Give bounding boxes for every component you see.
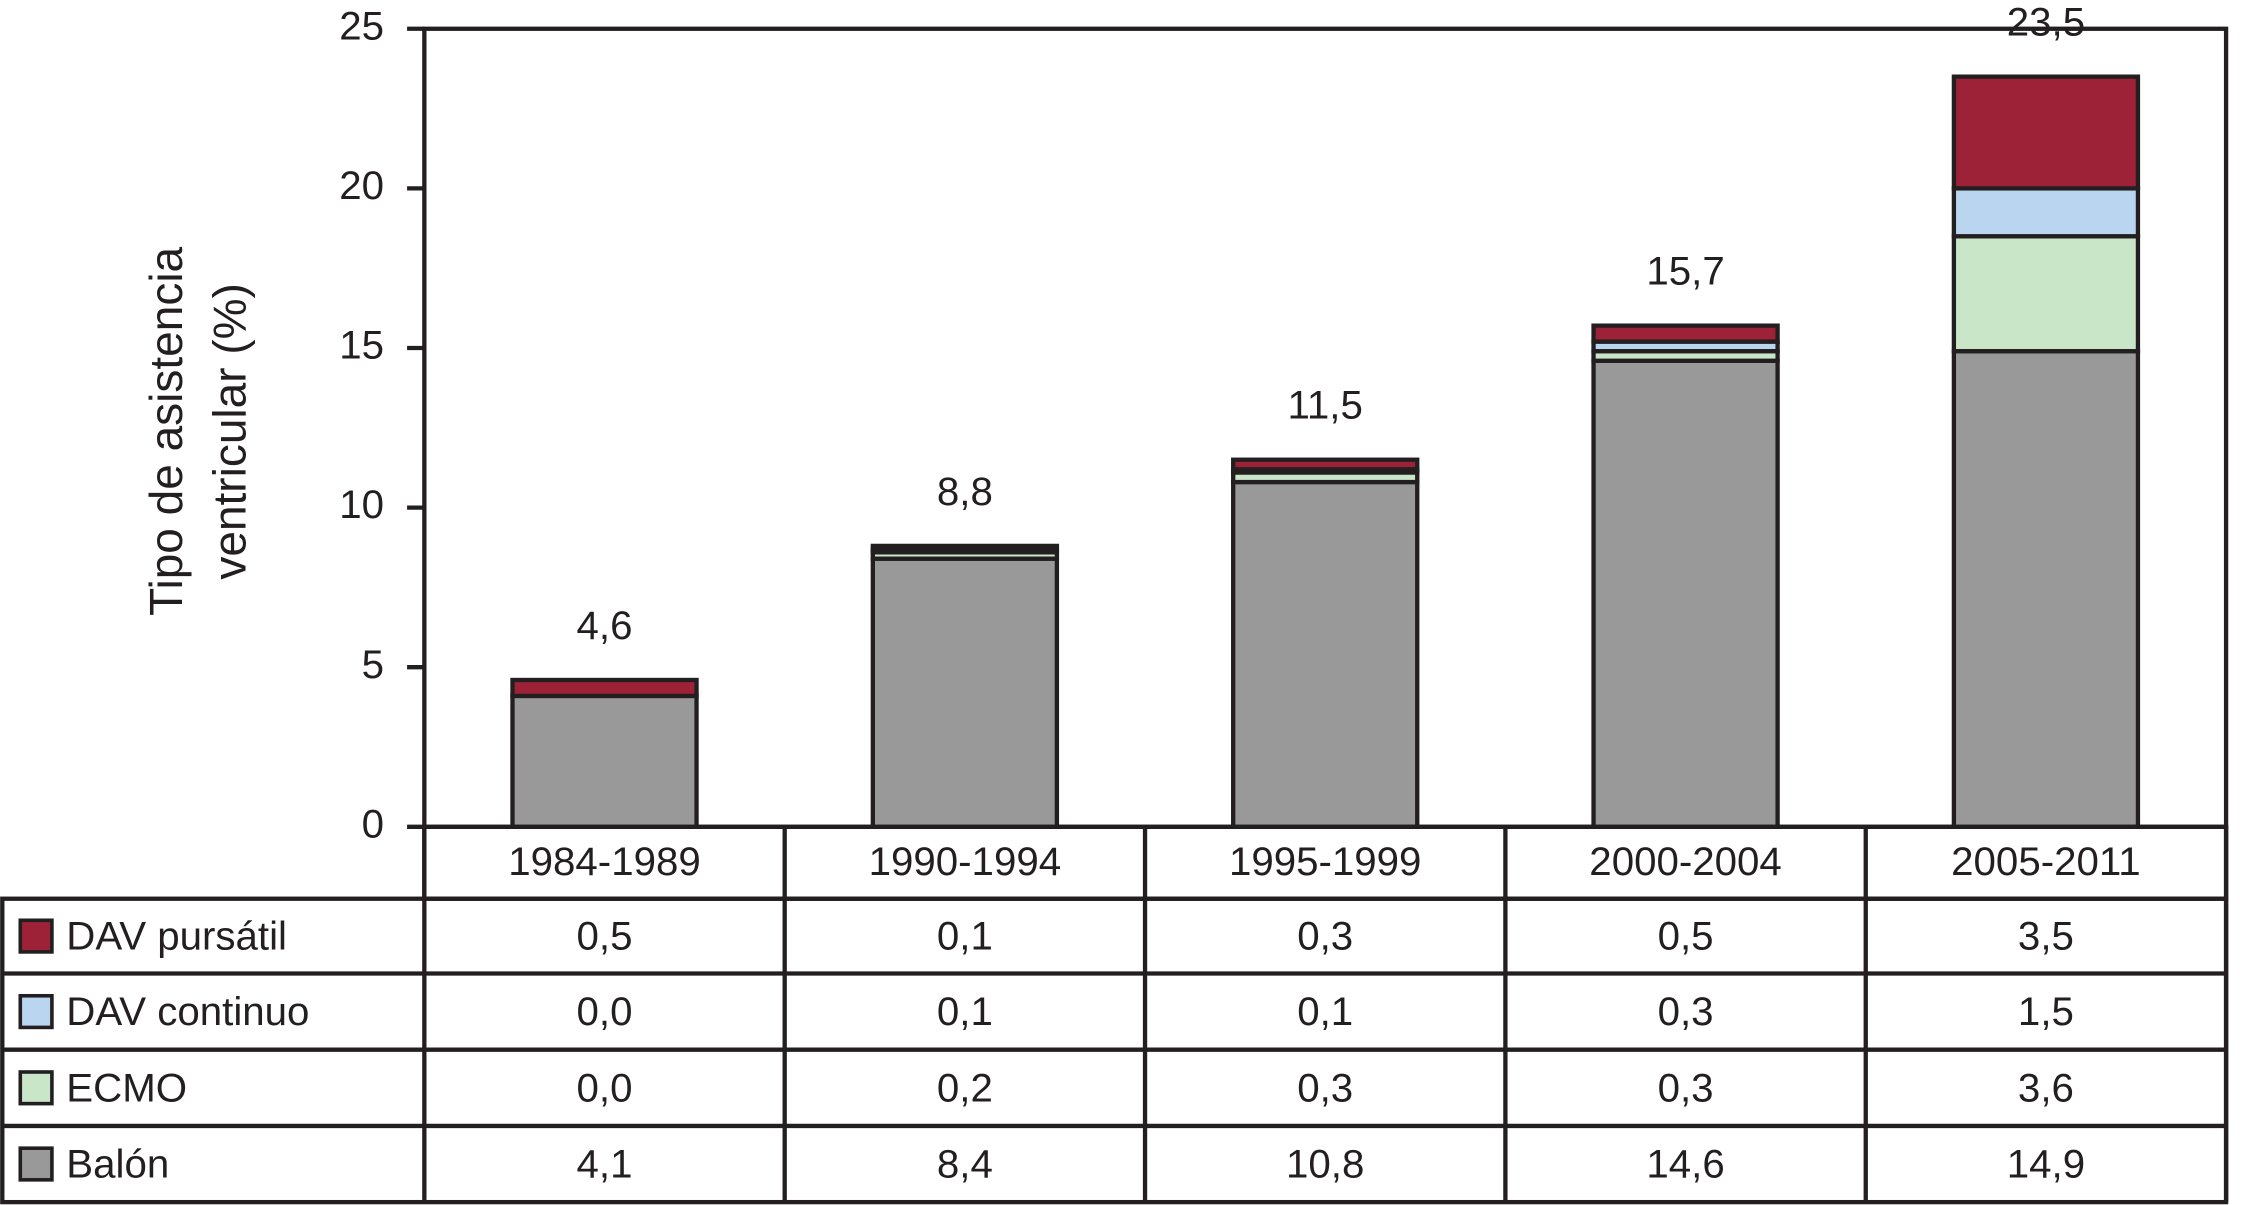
y-tick-label: 0 bbox=[362, 801, 384, 846]
table-value: 14,6 bbox=[1646, 1142, 1724, 1187]
table-value: 10,8 bbox=[1286, 1142, 1364, 1187]
table-value: 8,4 bbox=[937, 1142, 993, 1187]
table-value: 3,5 bbox=[2018, 914, 2074, 959]
bar-segment bbox=[1951, 74, 2141, 191]
bar-segment bbox=[870, 556, 1060, 829]
legend-swatch bbox=[18, 918, 54, 954]
bar-segment bbox=[1591, 323, 1780, 344]
x-tick-label: 2000-2004 bbox=[1589, 839, 1782, 884]
bar-segment bbox=[1951, 349, 2141, 829]
x-tick-label: 1990-1994 bbox=[869, 839, 1061, 884]
table-value: 0,3 bbox=[1658, 989, 1714, 1034]
table-value: 0,1 bbox=[937, 914, 993, 959]
bar-segment bbox=[870, 543, 1060, 552]
table-value: 0,5 bbox=[577, 914, 633, 959]
table-value: 0,2 bbox=[937, 1065, 993, 1110]
table-value: 0,5 bbox=[1658, 914, 1714, 959]
bar-segment bbox=[1951, 186, 2141, 239]
table-value: 0,3 bbox=[1297, 1065, 1353, 1110]
y-tick-label: 10 bbox=[339, 482, 384, 527]
table-value: 0,0 bbox=[577, 989, 633, 1034]
y-axis-label: Tipo de asistencia bbox=[140, 246, 192, 615]
legend-swatch bbox=[18, 1146, 54, 1182]
y-tick-label: 25 bbox=[339, 3, 384, 48]
legend-label: ECMO bbox=[66, 1065, 187, 1110]
x-tick-label: 1984-1989 bbox=[508, 839, 701, 884]
table-value: 0,3 bbox=[1297, 914, 1353, 959]
bar-segment bbox=[1951, 234, 2141, 354]
bar-segment bbox=[510, 693, 699, 829]
y-tick-label: 5 bbox=[362, 642, 384, 687]
table-value: 14,9 bbox=[2007, 1142, 2085, 1187]
y-tick-label: 15 bbox=[339, 323, 384, 368]
table-value: 0,0 bbox=[577, 1065, 633, 1110]
legend-label: Balón bbox=[66, 1142, 169, 1187]
total-label: 4,6 bbox=[577, 603, 633, 648]
y-tick-label: 20 bbox=[339, 163, 384, 208]
table-value: 0,3 bbox=[1658, 1065, 1714, 1110]
total-label: 15,7 bbox=[1646, 249, 1724, 294]
x-tick-label: 2005-2011 bbox=[1951, 839, 2140, 884]
bar-segment bbox=[510, 677, 699, 699]
legend-swatch bbox=[18, 993, 54, 1030]
total-label: 8,8 bbox=[937, 469, 993, 514]
legend-label: DAV continuo bbox=[66, 989, 309, 1034]
total-label: 11,5 bbox=[1288, 383, 1363, 428]
table-value: 0,1 bbox=[1297, 989, 1353, 1034]
bar-segment bbox=[1231, 479, 1420, 829]
bar-segment bbox=[1231, 457, 1420, 472]
bar-segment bbox=[1591, 358, 1780, 829]
table-value: 3,6 bbox=[2018, 1065, 2074, 1110]
x-tick-label: 1995-1999 bbox=[1229, 839, 1422, 884]
total-label: 23,5 bbox=[2007, 0, 2085, 45]
legend-swatch bbox=[18, 1070, 54, 1106]
legend-label: DAV pursátil bbox=[66, 914, 287, 959]
y-axis-label: ventricular (%) bbox=[203, 283, 255, 580]
table-value: 1,5 bbox=[2018, 989, 2074, 1034]
table-value: 4,1 bbox=[577, 1142, 633, 1187]
table-value: 0,1 bbox=[937, 989, 993, 1034]
